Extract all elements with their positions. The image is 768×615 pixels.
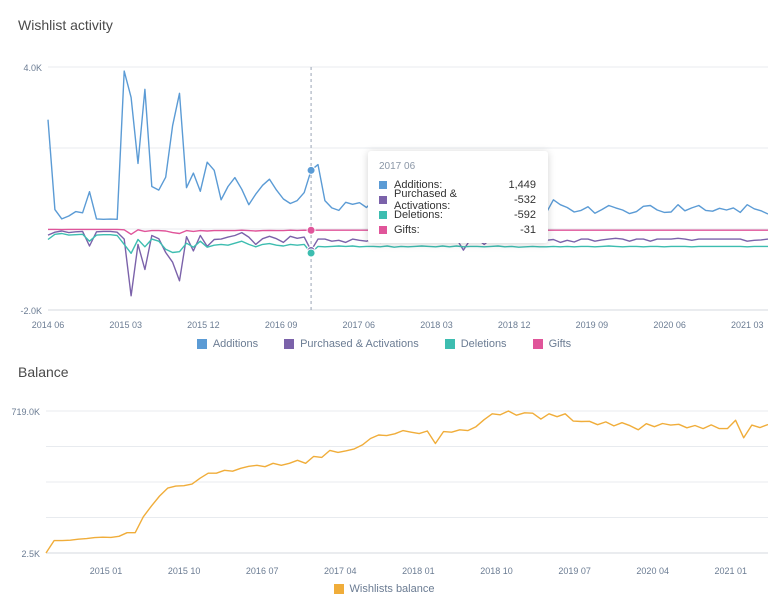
legend-item-purchased-activations[interactable]: Purchased & Activations <box>284 338 419 350</box>
x-tick-label: 2020 04 <box>636 566 669 576</box>
tooltip-row-gifts: Gifts: -31 <box>379 223 536 237</box>
legend-item-gifts[interactable]: Gifts <box>532 338 572 350</box>
legend-label: Wishlists balance <box>349 583 435 595</box>
y-tick-label: 4.0K <box>23 63 42 73</box>
legend-item-deletions[interactable]: Deletions <box>444 338 507 350</box>
x-tick-label: 2015 10 <box>168 566 201 576</box>
tooltip-swatch <box>379 211 387 219</box>
tooltip-value: -31 <box>520 224 536 236</box>
legend-label: Gifts <box>548 338 572 350</box>
x-tick-label: 2021 01 <box>715 566 748 576</box>
tooltip-label: Deletions: <box>394 209 443 221</box>
x-tick-label: 2017 04 <box>324 566 357 576</box>
x-tick-label: 2020 06 <box>653 320 686 330</box>
legend-swatch <box>333 584 344 594</box>
tooltip-row-purchased: Purchased & Activations: -532 <box>379 188 536 212</box>
activity-legend[interactable]: Additions Purchased & Activations Deletion… <box>0 338 768 350</box>
legend-label: Deletions <box>460 338 507 350</box>
balance-chart-title: Balance <box>18 364 69 380</box>
y-tick-label: 2.5K <box>21 549 40 559</box>
legend-label: Additions <box>212 338 259 350</box>
legend-swatch <box>444 339 455 349</box>
balance-chart: 719.0K 2.5K 2015 01 2015 10 2016 07 2017 04 20… <box>11 407 768 576</box>
balance-legend[interactable]: Wishlists balance <box>0 583 768 595</box>
legend-item-additions[interactable]: Additions <box>196 338 259 350</box>
y-tick-label: 719.0K <box>11 407 40 417</box>
tooltip-title: 2017 06 <box>379 161 416 172</box>
x-tick-label: 2016 09 <box>265 320 298 330</box>
tooltip-swatch <box>379 226 387 234</box>
activity-chart-title: Wishlist activity <box>18 17 113 33</box>
legend-swatch <box>532 339 543 349</box>
x-tick-label: 2015 12 <box>187 320 220 330</box>
tooltip-label: Gifts: <box>394 224 420 236</box>
hover-point <box>306 248 316 258</box>
tooltip-label: Purchased & Activations: <box>394 188 457 212</box>
legend-label: Purchased & Activations <box>300 338 419 350</box>
hover-point <box>306 225 316 235</box>
legend-item-wishlists-balance[interactable]: Wishlists balance <box>333 583 435 595</box>
x-tick-label: 2021 03 <box>731 320 764 330</box>
x-tick-label: 2017 06 <box>343 320 376 330</box>
x-tick-label: 2015 03 <box>109 320 142 330</box>
tooltip-swatch <box>379 181 387 189</box>
x-tick-label: 2018 10 <box>480 566 513 576</box>
tooltip-value: 1,449 <box>508 179 536 191</box>
activity-tooltip: 2017 06 Additions: 1,449 Purchased & Act… <box>368 151 548 243</box>
tooltip-swatch <box>379 196 387 204</box>
x-tick-label: 2018 12 <box>498 320 531 330</box>
tooltip-value: -592 <box>513 209 536 221</box>
x-tick-label: 2016 07 <box>246 566 279 576</box>
x-tick-label: 2014 06 <box>32 320 65 330</box>
series-line-wishlists-balance <box>45 410 768 554</box>
tooltip-row-additions: Additions: 1,449 <box>379 178 536 192</box>
hover-point <box>306 165 316 175</box>
tooltip-label: Additions: <box>394 179 443 191</box>
tooltip-row-deletions: Deletions: -592 <box>379 208 536 222</box>
legend-swatch <box>196 339 207 349</box>
y-tick-label: -2.0K <box>20 306 42 316</box>
x-tick-label: 2018 01 <box>402 566 435 576</box>
legend-swatch <box>284 339 295 349</box>
x-tick-label: 2018 03 <box>420 320 453 330</box>
x-tick-label: 2019 09 <box>576 320 609 330</box>
x-tick-label: 2019 07 <box>558 566 591 576</box>
tooltip-value: -532 <box>513 194 536 206</box>
x-tick-label: 2015 01 <box>90 566 123 576</box>
series-line-deletions <box>47 232 768 255</box>
